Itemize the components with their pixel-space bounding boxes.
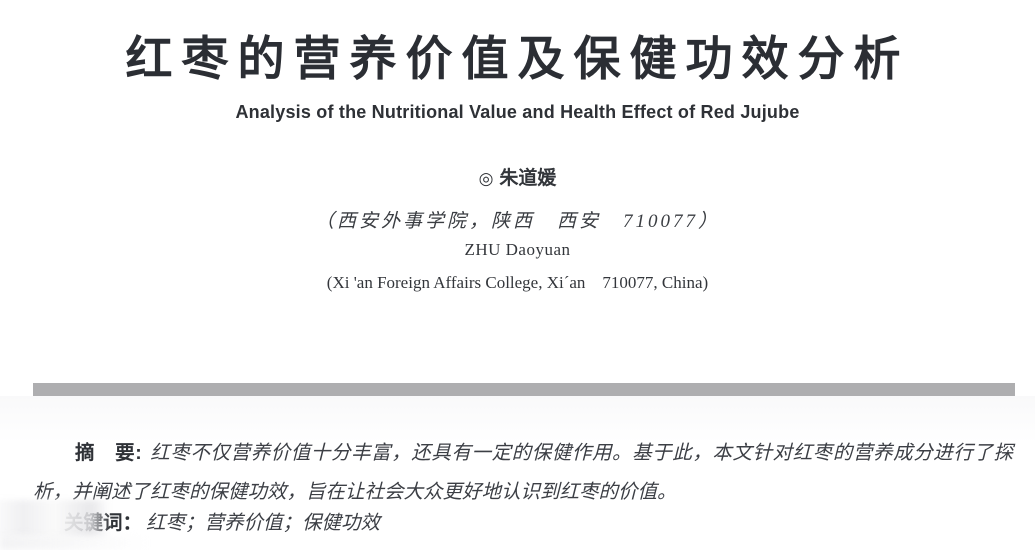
paper-title-en: Analysis of the Nutritional Value and He… xyxy=(235,102,800,122)
paper-title-zh: 红枣的营养价值及保健功效分析 xyxy=(125,32,910,85)
author-name-zh: 朱道媛 xyxy=(499,168,557,189)
keywords-text: 红枣；营养价值；保健功效 xyxy=(146,513,381,534)
author-line: ◎ 朱道媛 xyxy=(0,163,1035,190)
section-divider-bar xyxy=(33,383,1015,396)
affiliation-en: (Xi 'an Foreign Affairs College, Xi´an 7… xyxy=(326,273,709,292)
watermark-blur-artifact xyxy=(0,500,110,536)
abstract-text: 红枣不仅营养价值十分丰富，还具有一定的保健作用。基于此，本文针对红枣的营养成分进… xyxy=(33,443,1013,503)
keywords-line: 关键词：红枣；营养价值；保健功效 xyxy=(64,509,380,538)
author-name-en: ZHU Daoyuan xyxy=(464,240,571,259)
abstract-paragraph: 摘 要: 红枣不仅营养价值十分丰富，还具有一定的保健作用。基于此，本文针对红枣的营… xyxy=(33,434,1013,512)
watermark-blur-artifact-tail xyxy=(0,536,150,550)
affiliation-zh: （西安外事学院，陕西 西安 710077） xyxy=(314,211,720,232)
abstract-label: 摘 要: xyxy=(75,442,142,464)
author-bullet-icon: ◎ xyxy=(478,169,494,188)
